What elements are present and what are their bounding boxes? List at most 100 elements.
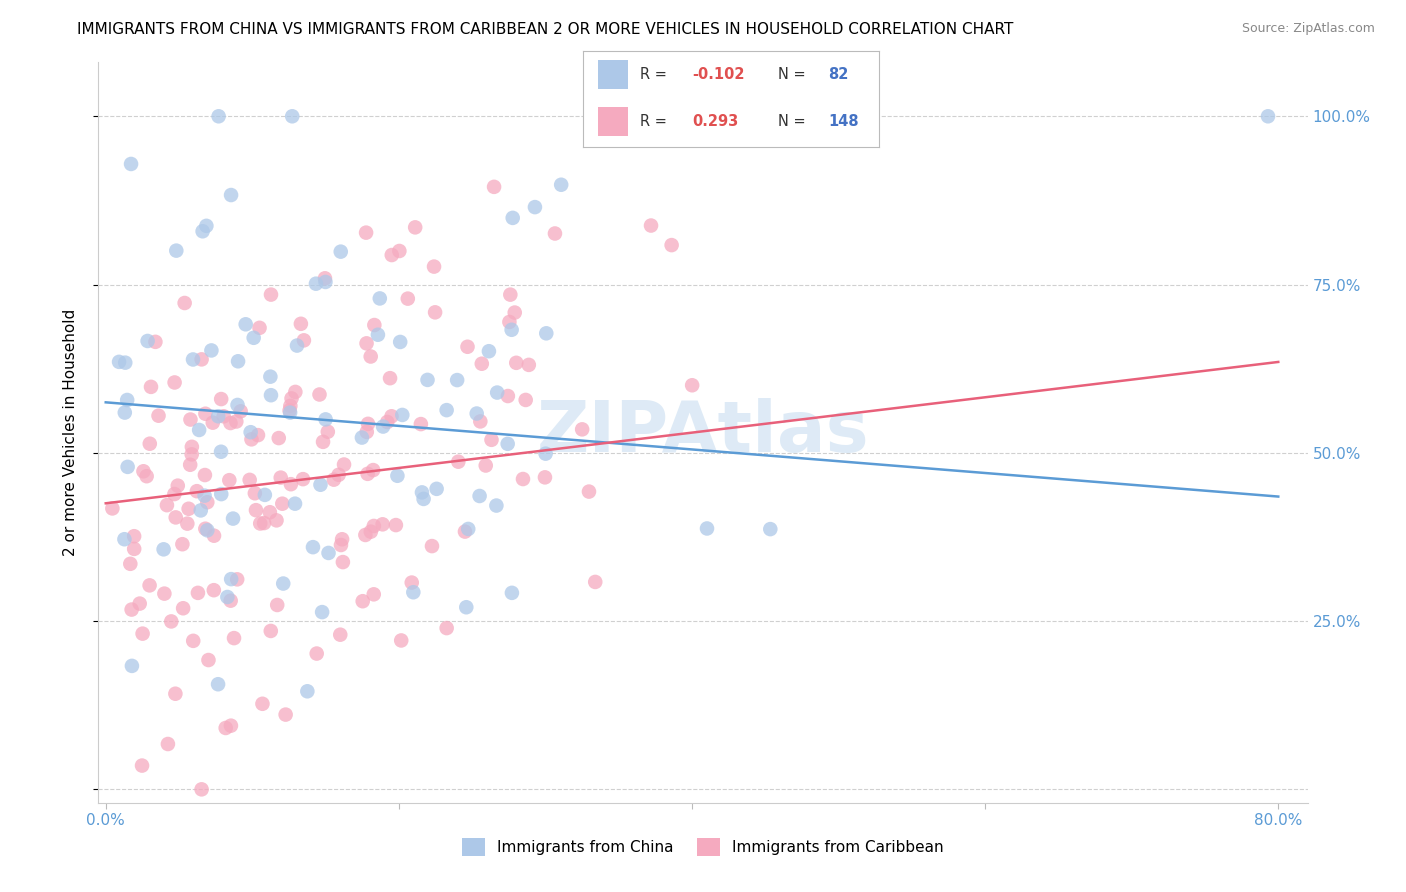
- Point: [131, 626, 153, 640]
- Point: [271, 576, 294, 591]
- Point: [114, 406, 136, 420]
- Point: [571, 422, 593, 436]
- Point: [249, 321, 271, 335]
- Point: [285, 338, 308, 352]
- Point: [215, 721, 238, 735]
- Point: [121, 602, 143, 616]
- Point: [401, 575, 423, 590]
- Point: [156, 498, 179, 512]
- Point: [120, 157, 142, 171]
- Point: [239, 425, 262, 440]
- Point: [112, 533, 135, 547]
- Point: [396, 292, 419, 306]
- Point: [354, 528, 377, 542]
- Point: [253, 516, 276, 530]
- Point: [318, 546, 340, 560]
- Point: [190, 503, 212, 517]
- Point: [436, 621, 458, 635]
- Point: [212, 409, 235, 424]
- Point: [219, 416, 242, 430]
- Point: [136, 334, 159, 348]
- Point: [165, 510, 187, 524]
- Point: [411, 485, 433, 500]
- Point: [114, 356, 136, 370]
- Point: [512, 472, 534, 486]
- Point: [219, 593, 242, 607]
- Point: [311, 605, 333, 619]
- Point: [138, 578, 160, 592]
- Point: [278, 406, 301, 420]
- Point: [297, 684, 319, 698]
- Point: [181, 633, 204, 648]
- Text: R =: R =: [640, 113, 671, 128]
- Point: [389, 633, 412, 648]
- Point: [426, 482, 449, 496]
- Point: [139, 436, 162, 450]
- Point: [156, 737, 179, 751]
- Point: [478, 344, 501, 359]
- Point: [381, 248, 404, 262]
- Point: [371, 419, 394, 434]
- Point: [194, 489, 217, 503]
- Point: [278, 403, 301, 417]
- Point: [280, 477, 302, 491]
- Point: [356, 425, 378, 439]
- Point: [420, 539, 443, 553]
- Point: [328, 467, 350, 482]
- Point: [436, 403, 458, 417]
- Point: [271, 497, 294, 511]
- Point: [181, 352, 204, 367]
- Point: [201, 416, 224, 430]
- Point: [515, 392, 537, 407]
- Point: [502, 211, 524, 225]
- Point: [416, 373, 439, 387]
- Point: [322, 473, 344, 487]
- Point: [245, 503, 267, 517]
- Point: [252, 697, 274, 711]
- Point: [371, 517, 394, 532]
- Point: [367, 327, 389, 342]
- Point: [259, 505, 281, 519]
- Point: [226, 572, 249, 586]
- Point: [153, 586, 176, 600]
- Point: [281, 109, 304, 123]
- Point: [194, 407, 217, 421]
- Point: [190, 352, 212, 367]
- Point: [496, 437, 519, 451]
- Point: [465, 407, 488, 421]
- Point: [468, 489, 491, 503]
- Text: N =: N =: [779, 68, 811, 82]
- Point: [387, 468, 409, 483]
- Point: [391, 408, 413, 422]
- Point: [207, 677, 229, 691]
- Point: [446, 373, 468, 387]
- Point: [329, 244, 352, 259]
- Point: [332, 555, 354, 569]
- Point: [200, 343, 222, 358]
- Point: [305, 647, 328, 661]
- Point: [190, 782, 212, 797]
- Point: [1257, 109, 1279, 123]
- Point: [292, 334, 315, 348]
- Point: [499, 287, 522, 301]
- Point: [357, 417, 380, 431]
- Point: [176, 516, 198, 531]
- Text: IMMIGRANTS FROM CHINA VS IMMIGRANTS FROM CARIBBEAN 2 OR MORE VEHICLES IN HOUSEHO: IMMIGRANTS FROM CHINA VS IMMIGRANTS FROM…: [77, 22, 1014, 37]
- Point: [207, 109, 229, 123]
- Point: [330, 533, 353, 547]
- Point: [209, 487, 232, 501]
- Point: [356, 336, 378, 351]
- Point: [222, 511, 245, 525]
- Point: [496, 389, 519, 403]
- Text: N =: N =: [779, 113, 811, 128]
- Point: [404, 220, 426, 235]
- Point: [260, 388, 283, 402]
- Point: [447, 455, 470, 469]
- Point: [385, 518, 408, 533]
- Point: [240, 433, 263, 447]
- Point: [132, 464, 155, 478]
- Point: [160, 615, 183, 629]
- Point: [315, 412, 337, 426]
- Point: [681, 378, 703, 392]
- Point: [368, 292, 391, 306]
